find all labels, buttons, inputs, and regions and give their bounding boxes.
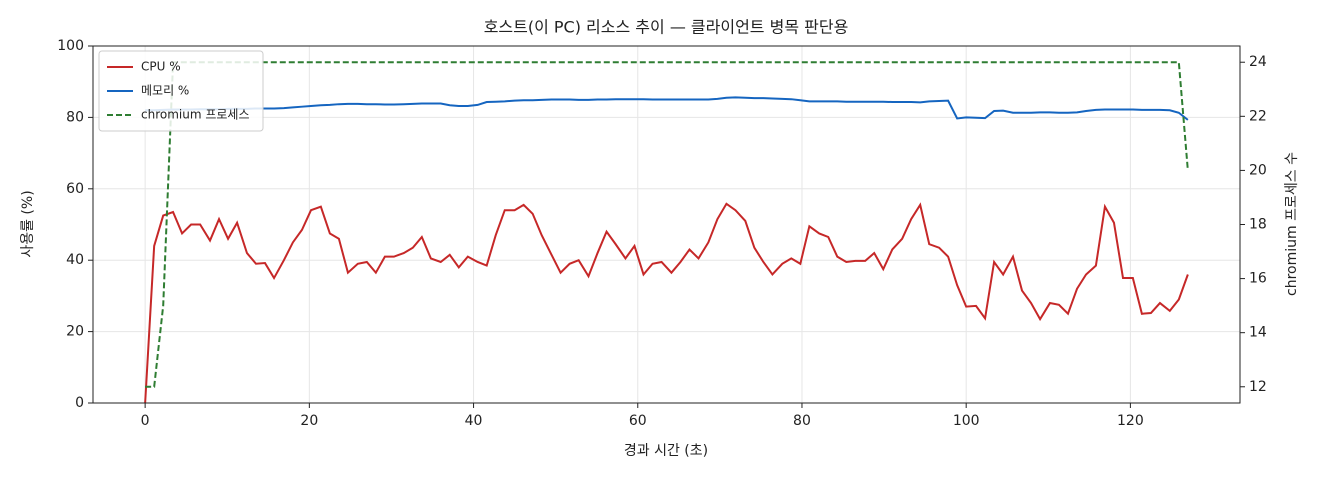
x-tick-label: 40 (465, 413, 483, 429)
y-tick-label: 40 (66, 252, 84, 268)
legend-label: 메모리 % (141, 84, 189, 98)
line-series (144, 202, 1189, 404)
x-tick-label: 120 (1117, 413, 1144, 429)
x-axis-label: 경과 시간 (초) (624, 443, 708, 459)
y2-tick-label: 16 (1249, 271, 1267, 287)
y2-tick-label: 24 (1249, 54, 1267, 70)
y-axis-label: 사용률 (%) (20, 190, 36, 257)
line-series (145, 61, 1189, 388)
chart-title: 호스트(이 PC) 리소스 추이 — 클라이언트 병목 판단용 (484, 18, 849, 37)
legend-label: CPU % (141, 60, 181, 74)
y2-tick-label: 18 (1249, 217, 1267, 233)
y-tick-label: 20 (66, 324, 84, 340)
plot-frame (92, 45, 1241, 404)
y-tick-label: 0 (75, 395, 84, 411)
legend-label: chromium 프로세스 (141, 108, 250, 122)
x-tick-label: 0 (141, 413, 150, 429)
y-tick-label: 60 (66, 181, 84, 197)
y2-tick-label: 12 (1249, 379, 1267, 395)
x-tick-label: 20 (300, 413, 318, 429)
x-tick-label: 80 (793, 413, 811, 429)
y-tick-label: 100 (57, 38, 84, 54)
legend-box (98, 50, 264, 132)
y-tick-label: 80 (66, 109, 84, 125)
x-tick-label: 60 (629, 413, 647, 429)
y2-tick-label: 20 (1249, 162, 1267, 178)
y2-tick-label: 22 (1249, 108, 1267, 124)
x-tick-label: 100 (953, 413, 980, 429)
y2-tick-label: 14 (1249, 325, 1267, 341)
y2-axis-label: chromium 프로세스 수 (1284, 152, 1300, 296)
line-series (145, 96, 1189, 121)
